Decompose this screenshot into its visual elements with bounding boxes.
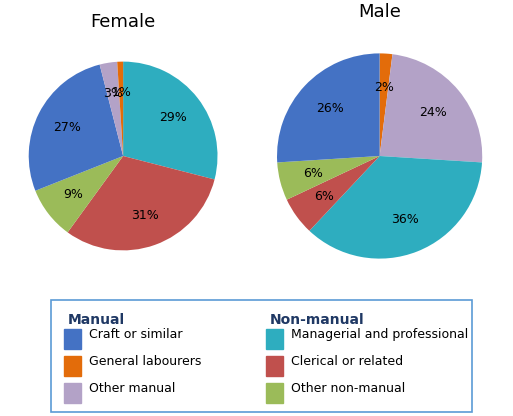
Wedge shape [123,62,218,179]
Wedge shape [287,156,380,231]
Text: 26%: 26% [315,102,343,116]
Wedge shape [277,156,380,200]
Text: 1%: 1% [111,86,131,99]
Text: 29%: 29% [159,111,187,124]
FancyBboxPatch shape [51,300,472,412]
Wedge shape [117,62,123,156]
Text: Other manual: Other manual [89,382,175,395]
Title: Female: Female [90,13,156,31]
Text: Craft or similar: Craft or similar [89,328,183,341]
Text: 36%: 36% [391,213,419,226]
Text: 6%: 6% [303,166,323,180]
Text: 9%: 9% [63,188,83,201]
Text: Non-manual: Non-manual [270,313,365,327]
Text: 2%: 2% [374,81,394,94]
Text: 6%: 6% [314,190,334,203]
Bar [266,383,283,403]
Text: Managerial and professional: Managerial and professional [291,328,468,341]
Bar [266,329,283,349]
Text: 3%: 3% [103,87,123,100]
Bar [64,383,81,403]
Text: 31%: 31% [131,209,159,222]
Text: Clerical or related: Clerical or related [291,355,403,368]
Text: 24%: 24% [419,106,446,119]
Text: 27%: 27% [53,121,81,134]
Bar [266,356,283,376]
Title: Male: Male [358,2,401,21]
Text: Manual: Manual [68,313,125,327]
Wedge shape [35,156,123,233]
Wedge shape [277,53,380,162]
Wedge shape [68,156,214,250]
Text: General labourers: General labourers [89,355,202,368]
Wedge shape [29,64,123,191]
Text: Other non-manual: Other non-manual [291,382,405,395]
Bar [64,356,81,376]
Wedge shape [380,54,482,162]
Bar [64,329,81,349]
Wedge shape [309,156,482,259]
Wedge shape [100,62,123,156]
Wedge shape [380,53,392,156]
